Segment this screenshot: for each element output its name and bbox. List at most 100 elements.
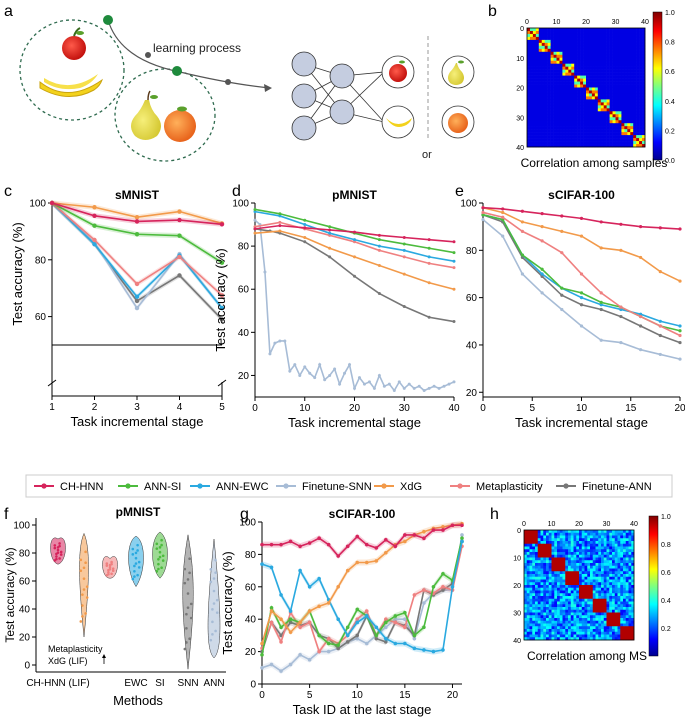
violin-point-xdg — [81, 615, 84, 618]
heatmap-cell — [594, 81, 599, 85]
heatmap-cell — [627, 48, 631, 53]
data-point-finetune-snn — [384, 625, 388, 630]
heatmap-cell — [527, 87, 531, 91]
heatmap-cell — [532, 587, 536, 591]
heatmap-cell — [584, 587, 588, 591]
data-point-finetune-snn — [501, 234, 505, 238]
heatmap-cell — [579, 563, 583, 567]
heatmap-cell — [603, 36, 607, 41]
data-point-finetune-ann — [288, 620, 293, 625]
heatmap-cell — [579, 596, 583, 600]
heatmap-cell — [587, 620, 591, 624]
heatmap-cell — [614, 585, 618, 589]
data-point-ch-hnn — [364, 542, 369, 547]
heatmap-cell — [612, 69, 616, 73]
heatmap-cell — [577, 48, 581, 53]
heatmap-cell — [535, 560, 539, 564]
heatmap-cell — [544, 30, 548, 35]
heatmap-cell — [623, 593, 627, 597]
data-point-metaplasticity — [403, 625, 407, 630]
heatmap-cell — [543, 541, 547, 545]
heatmap-cell — [636, 138, 640, 142]
heatmap-cell — [568, 587, 572, 591]
heatmap-cell — [590, 541, 594, 545]
heatmap-cell — [598, 596, 602, 600]
heatmap-cell — [554, 598, 558, 602]
heatmap-cell — [532, 590, 536, 594]
data-point-xdg — [427, 281, 431, 285]
heatmap-cell — [609, 585, 613, 589]
heatmap-cell — [537, 629, 541, 633]
heatmap-cell — [553, 126, 557, 130]
heatmap-cell — [553, 72, 557, 76]
heatmap-cell — [618, 90, 622, 94]
x-tick-label: 10 — [576, 403, 588, 414]
data-point-finetune-snn — [323, 378, 327, 382]
heatmap-cell — [577, 33, 581, 38]
heatmap-cell — [544, 87, 548, 91]
heatmap-cell — [570, 560, 574, 564]
heatmap-cell — [553, 96, 557, 100]
heatmap-cell — [537, 590, 541, 594]
heatmap-cell — [547, 102, 551, 106]
data-point-ann-ewc — [317, 576, 321, 581]
heatmap-cell — [621, 117, 625, 121]
heatmap-cell — [625, 549, 629, 553]
heatmap-cell — [615, 114, 619, 118]
heatmap-cell — [615, 72, 619, 76]
heatmap-cell — [535, 629, 539, 633]
heatmap-cell — [601, 574, 605, 578]
heatmap-cell — [576, 530, 580, 534]
x-tick-label: SNN — [177, 678, 198, 689]
heatmap-cell — [527, 129, 531, 133]
heatmap-cell — [538, 51, 543, 56]
data-point-xdg — [403, 539, 407, 544]
heatmap-cell — [537, 618, 541, 622]
data-point-finetune-snn — [357, 376, 361, 380]
heatmap-cell — [630, 30, 634, 35]
heatmap-cell — [620, 590, 624, 594]
heatmap-cell — [577, 108, 581, 112]
heatmap-cell — [562, 135, 566, 139]
orange-icon — [164, 106, 196, 142]
heatmap-cell — [553, 48, 557, 53]
heatmap-cell — [527, 39, 531, 44]
heatmap-cell — [568, 609, 572, 613]
heatmap-cell — [609, 563, 613, 567]
heatmap-cell — [559, 42, 563, 47]
heatmap-cell — [588, 126, 593, 130]
heatmap-cell — [627, 51, 631, 56]
process-dot-small — [145, 52, 151, 58]
heatmap-cell — [614, 634, 618, 638]
heatmap-cell — [574, 63, 578, 67]
heatmap-cell — [606, 535, 610, 539]
heatmap-y-tick: 0 — [517, 528, 521, 535]
heatmap-cell — [595, 618, 599, 622]
heatmap-cell — [583, 54, 587, 59]
heatmap-cell — [537, 615, 541, 619]
heatmap-cell — [546, 620, 550, 624]
heatmap-cell — [535, 618, 539, 622]
heatmap-cell — [633, 72, 637, 76]
heatmap-cell — [592, 563, 596, 567]
heatmap-cell — [633, 123, 637, 127]
heatmap-cell — [527, 144, 531, 148]
heatmap-cell — [577, 105, 581, 109]
heatmap-cell — [565, 132, 569, 136]
heatmap-cell — [642, 99, 646, 103]
heatmap-cell — [527, 111, 531, 115]
heatmap-cell — [562, 535, 566, 539]
heatmap-cell — [546, 535, 550, 539]
heatmap-cell — [588, 69, 593, 73]
heatmap-cell — [579, 530, 583, 534]
series-line-finetune-snn — [254, 219, 455, 392]
data-point-finetune-snn — [599, 338, 603, 342]
heatmap-cell — [556, 108, 560, 112]
heatmap-cell — [603, 108, 607, 112]
heatmap-cell — [573, 543, 577, 547]
heatmap-cell — [639, 28, 643, 32]
heatmap-cell — [577, 117, 581, 121]
heatmap-cell — [547, 141, 551, 145]
violin-point-metaplasticity — [105, 564, 109, 567]
